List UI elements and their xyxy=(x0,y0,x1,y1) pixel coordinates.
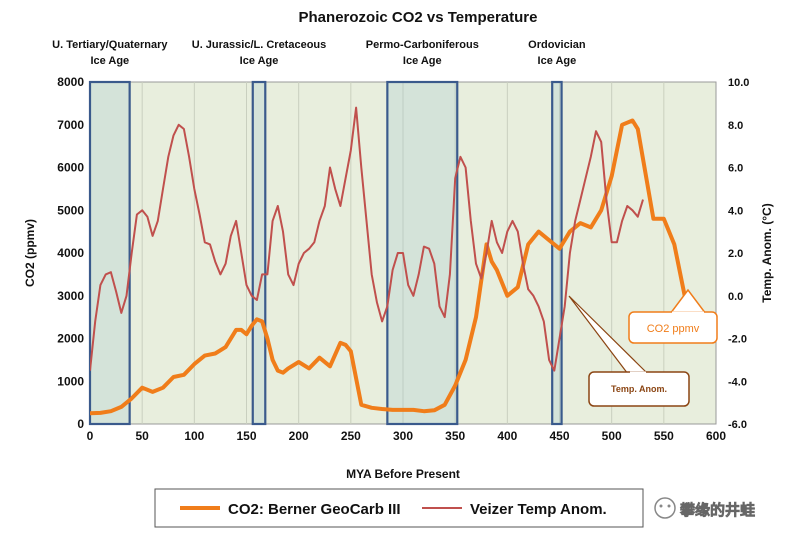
y-right-tick-label: 4.0 xyxy=(728,205,743,217)
callout-co2-text: CO2 ppmv xyxy=(647,323,700,335)
y-right-tick-label: 6.0 xyxy=(728,163,743,175)
x-tick-label: 550 xyxy=(654,429,674,443)
y-right-tick-label: 8.0 xyxy=(728,120,743,132)
x-tick-label: 0 xyxy=(87,429,94,443)
ice-age-band xyxy=(551,80,563,426)
x-tick-label: 300 xyxy=(393,429,413,443)
grid-lines xyxy=(141,82,665,424)
series-line-temp xyxy=(90,106,644,372)
x-axis-ticks: 0 50 100 150 200 250 300 350 400 450 500 550 600 xyxy=(87,429,727,443)
x-tick-label: 400 xyxy=(497,429,517,443)
y-left-tick-label: 4000 xyxy=(57,246,84,260)
y-right-tick-label: 0.0 xyxy=(728,291,743,303)
y-left-tick-label: 1000 xyxy=(57,374,84,388)
x-tick-label: 500 xyxy=(602,429,622,443)
y-right-tick-label: -2.0 xyxy=(728,334,747,346)
x-axis-label: MYA Before Present xyxy=(346,467,460,481)
x-tick-label: 350 xyxy=(445,429,465,443)
y-right-axis-label: Temp. Anom. (°C) xyxy=(760,203,774,302)
watermark-text: 攀缘的井蛙 xyxy=(679,501,755,519)
y-right-tick-label: 2.0 xyxy=(728,248,743,260)
series-line-co2 xyxy=(90,118,687,416)
x-tick-label: 450 xyxy=(549,429,569,443)
x-tick-label: 600 xyxy=(706,429,726,443)
ice-age-label: Ice Age xyxy=(538,55,577,67)
ice-age-label: Ice Age xyxy=(403,55,442,67)
ice-age-label: U. Tertiary/Quaternary xyxy=(52,39,168,51)
y-left-tick-label: 6000 xyxy=(57,161,84,175)
wechat-icon-dot xyxy=(667,504,671,508)
ice-age-label: Ordovician xyxy=(528,39,586,51)
chart-title: Phanerozoic CO2 vs Temperature xyxy=(299,9,538,26)
ice-age-label: Ice Age xyxy=(90,55,129,67)
wechat-icon-dot xyxy=(659,504,663,508)
y-left-tick-label: 3000 xyxy=(57,289,84,303)
ice-age-label: Permo-Carboniferous xyxy=(366,39,479,51)
ice-age-labels: U. Tertiary/Quaternary Ice Age U. Jurassic… xyxy=(52,39,586,67)
y-left-tick-label: 7000 xyxy=(57,118,84,132)
y-left-axis-ticks: 0 1000 2000 3000 4000 5000 6000 7000 8000 xyxy=(57,75,84,431)
x-tick-label: 200 xyxy=(289,429,309,443)
x-tick-label: 150 xyxy=(236,429,256,443)
y-left-tick-label: 2000 xyxy=(57,332,84,346)
x-tick-label: 100 xyxy=(184,429,204,443)
y-right-tick-label: -6.0 xyxy=(728,419,747,431)
ice-age-label: U. Jurassic/L. Cretaceous xyxy=(192,39,327,51)
ice-age-band xyxy=(251,80,267,426)
y-left-tick-label: 5000 xyxy=(57,203,84,217)
callout-temp-text: Temp. Anom. xyxy=(611,384,667,394)
legend: CO2: Berner GeoCarb III Veizer Temp Anom… xyxy=(154,488,644,528)
ice-age-band xyxy=(88,80,131,426)
callout-temp: Temp. Anom. xyxy=(568,295,690,407)
y-left-axis-label: CO2 (ppmv) xyxy=(23,219,37,287)
wechat-icon xyxy=(654,497,676,519)
watermark: 攀缘的井蛙 xyxy=(654,497,755,519)
y-right-tick-label: 10.0 xyxy=(728,77,749,89)
legend-entry-co2: CO2: Berner GeoCarb III xyxy=(228,501,401,518)
y-right-tick-label: -4.0 xyxy=(728,376,747,388)
ice-age-label: Ice Age xyxy=(240,55,279,67)
x-tick-label: 50 xyxy=(135,429,149,443)
y-right-axis-ticks: -6.0 -4.0 -2.0 0.0 2.0 4.0 6.0 8.0 10.0 xyxy=(728,77,749,431)
legend-entry-temp: Veizer Temp Anom. xyxy=(470,501,607,518)
callout-co2: CO2 ppmv xyxy=(628,288,718,344)
y-left-tick-label: 0 xyxy=(77,417,84,431)
x-tick-label: 250 xyxy=(341,429,361,443)
y-left-tick-label: 8000 xyxy=(57,75,84,89)
